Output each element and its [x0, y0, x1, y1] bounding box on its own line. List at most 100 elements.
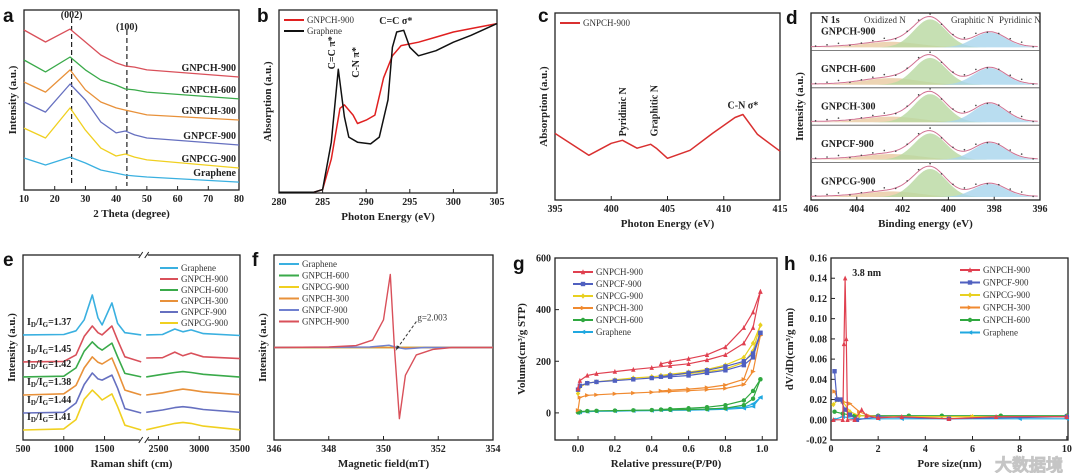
legend-item: GNPCH-600 [279, 271, 350, 281]
data-point [975, 104, 977, 107]
data-point [860, 154, 863, 157]
subscript: G [43, 399, 49, 407]
data-point [952, 33, 954, 36]
data-marker [704, 352, 710, 358]
axis-break-mark [144, 251, 150, 259]
data-marker [723, 352, 728, 358]
ratio-text: =1.42 [48, 359, 71, 370]
ratio-text: /I [35, 395, 43, 406]
x-axis-label: Magnetic field(mT) [338, 458, 430, 470]
arrow-head-icon [395, 345, 400, 351]
data-point [986, 182, 989, 185]
x-tick-label: 415 [773, 204, 788, 215]
plot-frame [278, 9, 498, 194]
data-point [1020, 115, 1023, 118]
data-point [1009, 149, 1012, 151]
data-point [883, 149, 886, 152]
ratio-text: /I [35, 377, 43, 388]
data-point [872, 189, 874, 192]
legend-item: GNPCG-900 [573, 291, 644, 301]
data-marker [658, 388, 664, 394]
y-axis-label: Intensity (a.u.) [794, 72, 806, 141]
ratio-text: =1.37 [48, 317, 71, 328]
data-point [837, 192, 840, 194]
data-marker [741, 382, 747, 387]
x-tick-label: 4 [923, 444, 928, 455]
data-point [1032, 195, 1034, 198]
ratio-text: I [27, 412, 31, 423]
data-marker [847, 401, 853, 406]
data-marker [857, 413, 862, 419]
data-marker [750, 369, 756, 374]
y-axis-label: Intensity (a.u.) [7, 65, 19, 134]
data-marker [686, 386, 692, 392]
data-point [917, 168, 920, 171]
data-marker [946, 416, 952, 421]
data-point [1020, 191, 1023, 193]
data-point [952, 146, 954, 149]
series-line-left [22, 341, 142, 378]
x-axis-label: Pore size(nm) [917, 458, 982, 470]
y-tick-label: 600 [536, 254, 551, 265]
data-point [872, 152, 874, 154]
series-line-right [146, 421, 241, 431]
data-point [917, 94, 920, 96]
spectrum [811, 127, 1040, 160]
panel-letter: e [3, 250, 14, 271]
ratio-text: /I [35, 359, 43, 370]
x-tick-label: 0.8 [719, 444, 732, 455]
plot-frame [830, 257, 1069, 441]
series-line-left [22, 294, 142, 336]
fit-envelope [811, 165, 1038, 197]
legend-marker [580, 329, 586, 335]
x-tick-label: 280 [272, 197, 287, 208]
data-marker [649, 375, 654, 381]
legend: GrapheneGNPCH-900GNPCH-600GNPCH-300GNPCF… [160, 263, 229, 328]
intensity-ratio-label: ID/IG=1.37 [27, 317, 71, 329]
peak-size-label: 3.8 nm [852, 268, 882, 279]
legend-item: Graphene [279, 259, 337, 269]
legend-marker [580, 317, 586, 323]
ratio-text: I [27, 344, 31, 355]
series-line [23, 107, 240, 169]
legend-item: GNPCH-300 [573, 303, 644, 313]
x-tick-label: 0.0 [572, 444, 585, 455]
subscript: D [31, 348, 36, 356]
data-marker [686, 370, 691, 376]
legend-label: GNPCG-900 [596, 291, 644, 301]
panel-letter: f [252, 250, 259, 271]
x-axis-label: Photon Energy (eV) [621, 218, 715, 230]
data-point [940, 137, 943, 139]
x-tick-label: 60 [173, 194, 183, 205]
data-marker [757, 395, 763, 400]
data-marker [838, 397, 843, 402]
g-factor-label: g=2.003 [417, 313, 447, 323]
x-tick-label: 404 [849, 204, 864, 215]
data-marker [631, 408, 636, 413]
x-tick-label: 300 [446, 197, 461, 208]
fit-component [811, 32, 1040, 48]
fit-envelope [810, 54, 1038, 85]
subscript: D [31, 381, 36, 389]
x-tick-label: 400 [941, 204, 956, 215]
data-point [952, 71, 954, 73]
data-marker [612, 391, 618, 396]
series-line [279, 22, 498, 193]
data-marker [631, 377, 636, 382]
data-point [917, 19, 920, 21]
subscript: G [43, 416, 49, 424]
legend-marker [967, 330, 973, 335]
x-tick-label: 346 [267, 444, 282, 455]
subscript: G [43, 348, 49, 356]
legend-marker [967, 267, 973, 273]
panel-letter: a [3, 6, 14, 27]
spectrum [811, 162, 1040, 198]
data-marker [842, 275, 848, 281]
legend-label: GNPCF-900 [983, 278, 1029, 288]
data-marker [649, 407, 654, 413]
legend-marker [967, 305, 973, 310]
data-marker [741, 359, 747, 364]
data-marker [723, 382, 729, 388]
desorption-line [660, 378, 761, 411]
data-point [849, 81, 851, 84]
